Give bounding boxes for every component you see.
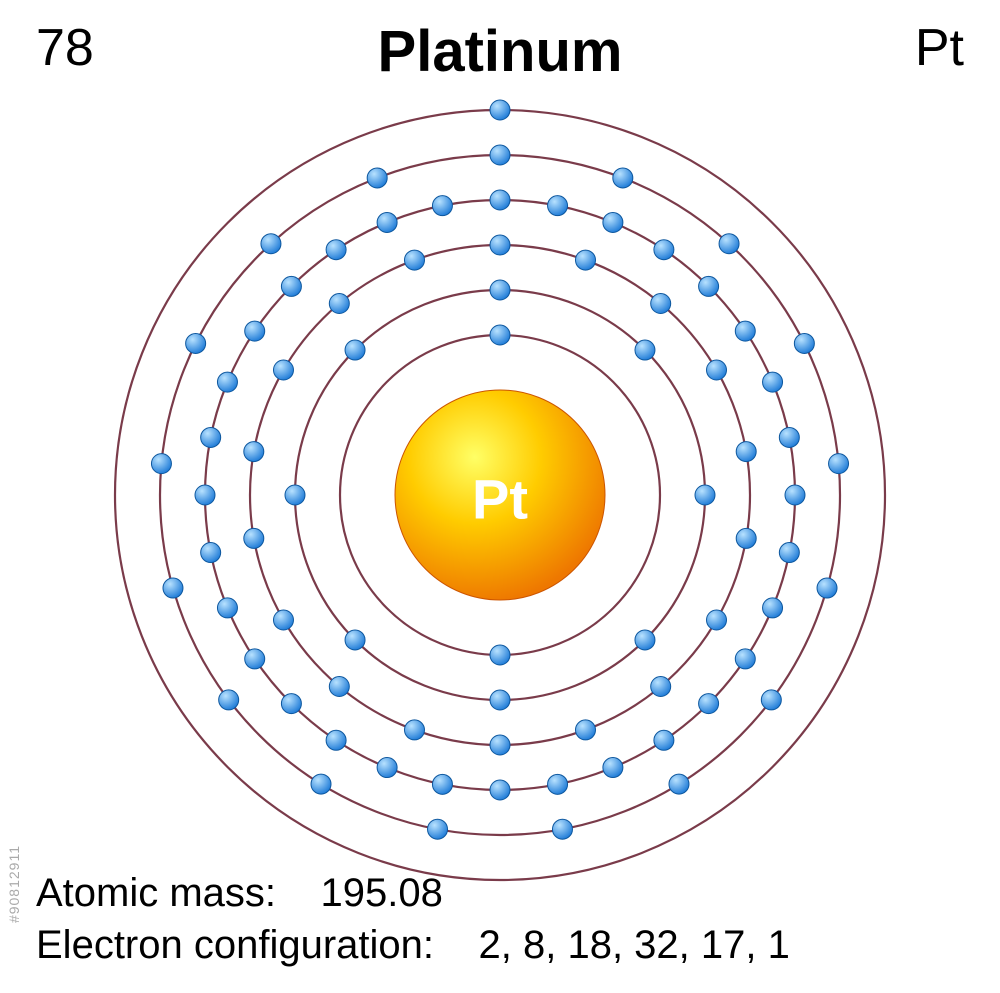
electron — [377, 758, 397, 778]
electron — [817, 578, 837, 598]
electron — [548, 774, 568, 794]
electron — [779, 427, 799, 447]
electron — [201, 543, 221, 563]
electron — [326, 730, 346, 750]
electron — [763, 598, 783, 618]
electron — [245, 649, 265, 669]
electron — [651, 677, 671, 697]
electron-config-row: Electron configuration: 2, 8, 18, 32, 17… — [36, 919, 964, 971]
electron — [695, 485, 715, 505]
electron — [490, 235, 510, 255]
electron — [576, 250, 596, 270]
electron — [576, 720, 596, 740]
nucleus-label: Pt — [472, 468, 528, 531]
electron — [281, 276, 301, 296]
electron — [345, 340, 365, 360]
electron — [377, 212, 397, 232]
electron — [432, 774, 452, 794]
electron — [735, 321, 755, 341]
electron — [163, 578, 183, 598]
electron — [244, 528, 264, 548]
electron — [285, 485, 305, 505]
electron — [428, 819, 448, 839]
electron — [281, 694, 301, 714]
electron — [490, 780, 510, 800]
electron — [490, 325, 510, 345]
electron — [654, 730, 674, 750]
electron — [785, 485, 805, 505]
electron — [654, 240, 674, 260]
electron — [779, 543, 799, 563]
electron-config-label: Electron configuration: — [36, 923, 434, 967]
element-symbol-header: Pt — [915, 18, 964, 78]
electron — [613, 168, 633, 188]
electron — [490, 190, 510, 210]
electron — [404, 250, 424, 270]
electron — [651, 293, 671, 313]
electron — [326, 240, 346, 260]
electron — [490, 145, 510, 165]
electron — [707, 610, 727, 630]
electron — [201, 427, 221, 447]
electron — [404, 720, 424, 740]
electron — [603, 758, 623, 778]
electron — [273, 610, 293, 630]
electron — [490, 690, 510, 710]
electron — [219, 690, 239, 710]
electron — [329, 677, 349, 697]
atom-svg: Pt — [90, 85, 910, 905]
electron — [490, 280, 510, 300]
electron — [345, 630, 365, 650]
electron — [794, 333, 814, 353]
electron — [707, 360, 727, 380]
element-name: Platinum — [378, 18, 623, 85]
electron — [490, 645, 510, 665]
electron — [245, 321, 265, 341]
electron — [273, 360, 293, 380]
electron — [829, 454, 849, 474]
electron — [699, 694, 719, 714]
atomic-number: 78 — [36, 18, 94, 78]
electron — [736, 442, 756, 462]
electron — [367, 168, 387, 188]
electron — [217, 372, 237, 392]
electron — [311, 774, 331, 794]
electron — [261, 234, 281, 254]
electron — [736, 528, 756, 548]
electron — [635, 630, 655, 650]
electron — [635, 340, 655, 360]
electron — [151, 454, 171, 474]
electron — [603, 212, 623, 232]
electron — [195, 485, 215, 505]
electron — [719, 234, 739, 254]
watermark: #90812911 — [6, 845, 22, 923]
electron — [490, 100, 510, 120]
electron — [669, 774, 689, 794]
electron — [329, 293, 349, 313]
electron — [761, 690, 781, 710]
electron — [699, 276, 719, 296]
atomic-mass-value: 195.08 — [321, 871, 443, 915]
electron — [552, 819, 572, 839]
atom-diagram: Pt — [90, 85, 910, 905]
electron — [490, 735, 510, 755]
electron — [217, 598, 237, 618]
electron — [735, 649, 755, 669]
atomic-mass-label: Atomic mass: — [36, 871, 276, 915]
electron — [244, 442, 264, 462]
electron-config-value: 2, 8, 18, 32, 17, 1 — [479, 923, 790, 967]
electron — [763, 372, 783, 392]
header: 78 Platinum Pt — [0, 18, 1000, 78]
electron — [432, 196, 452, 216]
atomic-mass-row: Atomic mass: 195.08 — [36, 867, 964, 919]
footer-info: Atomic mass: 195.08 Electron configurati… — [36, 867, 964, 971]
electron — [548, 196, 568, 216]
electron — [186, 333, 206, 353]
